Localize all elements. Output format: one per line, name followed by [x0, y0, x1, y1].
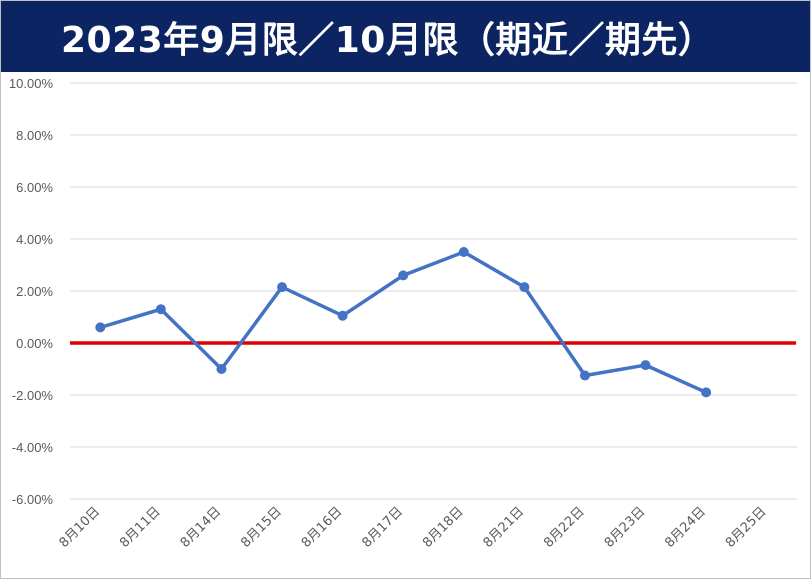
data-point [277, 282, 288, 293]
x-tick-label: 8月23日 [602, 504, 649, 551]
y-tick-label: 10.00% [9, 76, 54, 91]
x-tick-label: 8月25日 [723, 504, 770, 551]
gridlines [70, 82, 797, 500]
x-axis-ticks: 8月10日 8月11日 8月14日 8月15日 8月16日 8月17日 8月18日 8月21日… [57, 504, 770, 551]
data-point [519, 282, 530, 293]
y-tick-label: -6.00% [12, 492, 54, 507]
y-tick-label: -4.00% [12, 440, 54, 455]
data-point [155, 304, 166, 315]
data-point [640, 360, 651, 371]
x-tick-label: 8月22日 [541, 504, 588, 551]
x-tick-label: 8月17日 [359, 504, 406, 551]
x-tick-label: 8月24日 [662, 504, 709, 551]
x-tick-label: 8月18日 [420, 504, 467, 551]
y-tick-label: 4.00% [16, 232, 53, 247]
x-tick-label: 8月10日 [57, 504, 104, 551]
chart-title: 2023年9月限／10月限（期近／期先） [61, 19, 715, 61]
series-group [95, 247, 712, 398]
data-point [701, 387, 712, 398]
data-point [579, 370, 590, 381]
data-point [337, 310, 348, 321]
x-tick-label: 8月11日 [117, 504, 164, 551]
title-bar: 2023年9月限／10月限（期近／期先） [1, 1, 810, 72]
data-point [398, 270, 409, 281]
x-tick-label: 8月21日 [481, 504, 528, 551]
data-point [95, 322, 106, 333]
y-tick-label: -2.00% [12, 388, 54, 403]
data-point [458, 247, 469, 257]
y-axis-ticks: 10.00% 8.00% 6.00% 4.00% 2.00% 0.00% -2.00% -4.… [9, 76, 54, 507]
y-tick-label: 2.00% [16, 284, 53, 299]
x-tick-label: 8月16日 [299, 504, 346, 551]
data-point [216, 364, 227, 374]
y-tick-label: 8.00% [16, 128, 53, 143]
x-tick-label: 8月14日 [178, 504, 225, 551]
y-tick-label: 0.00% [16, 336, 53, 351]
y-tick-label: 6.00% [16, 180, 53, 195]
x-tick-label: 8月15日 [238, 504, 285, 551]
